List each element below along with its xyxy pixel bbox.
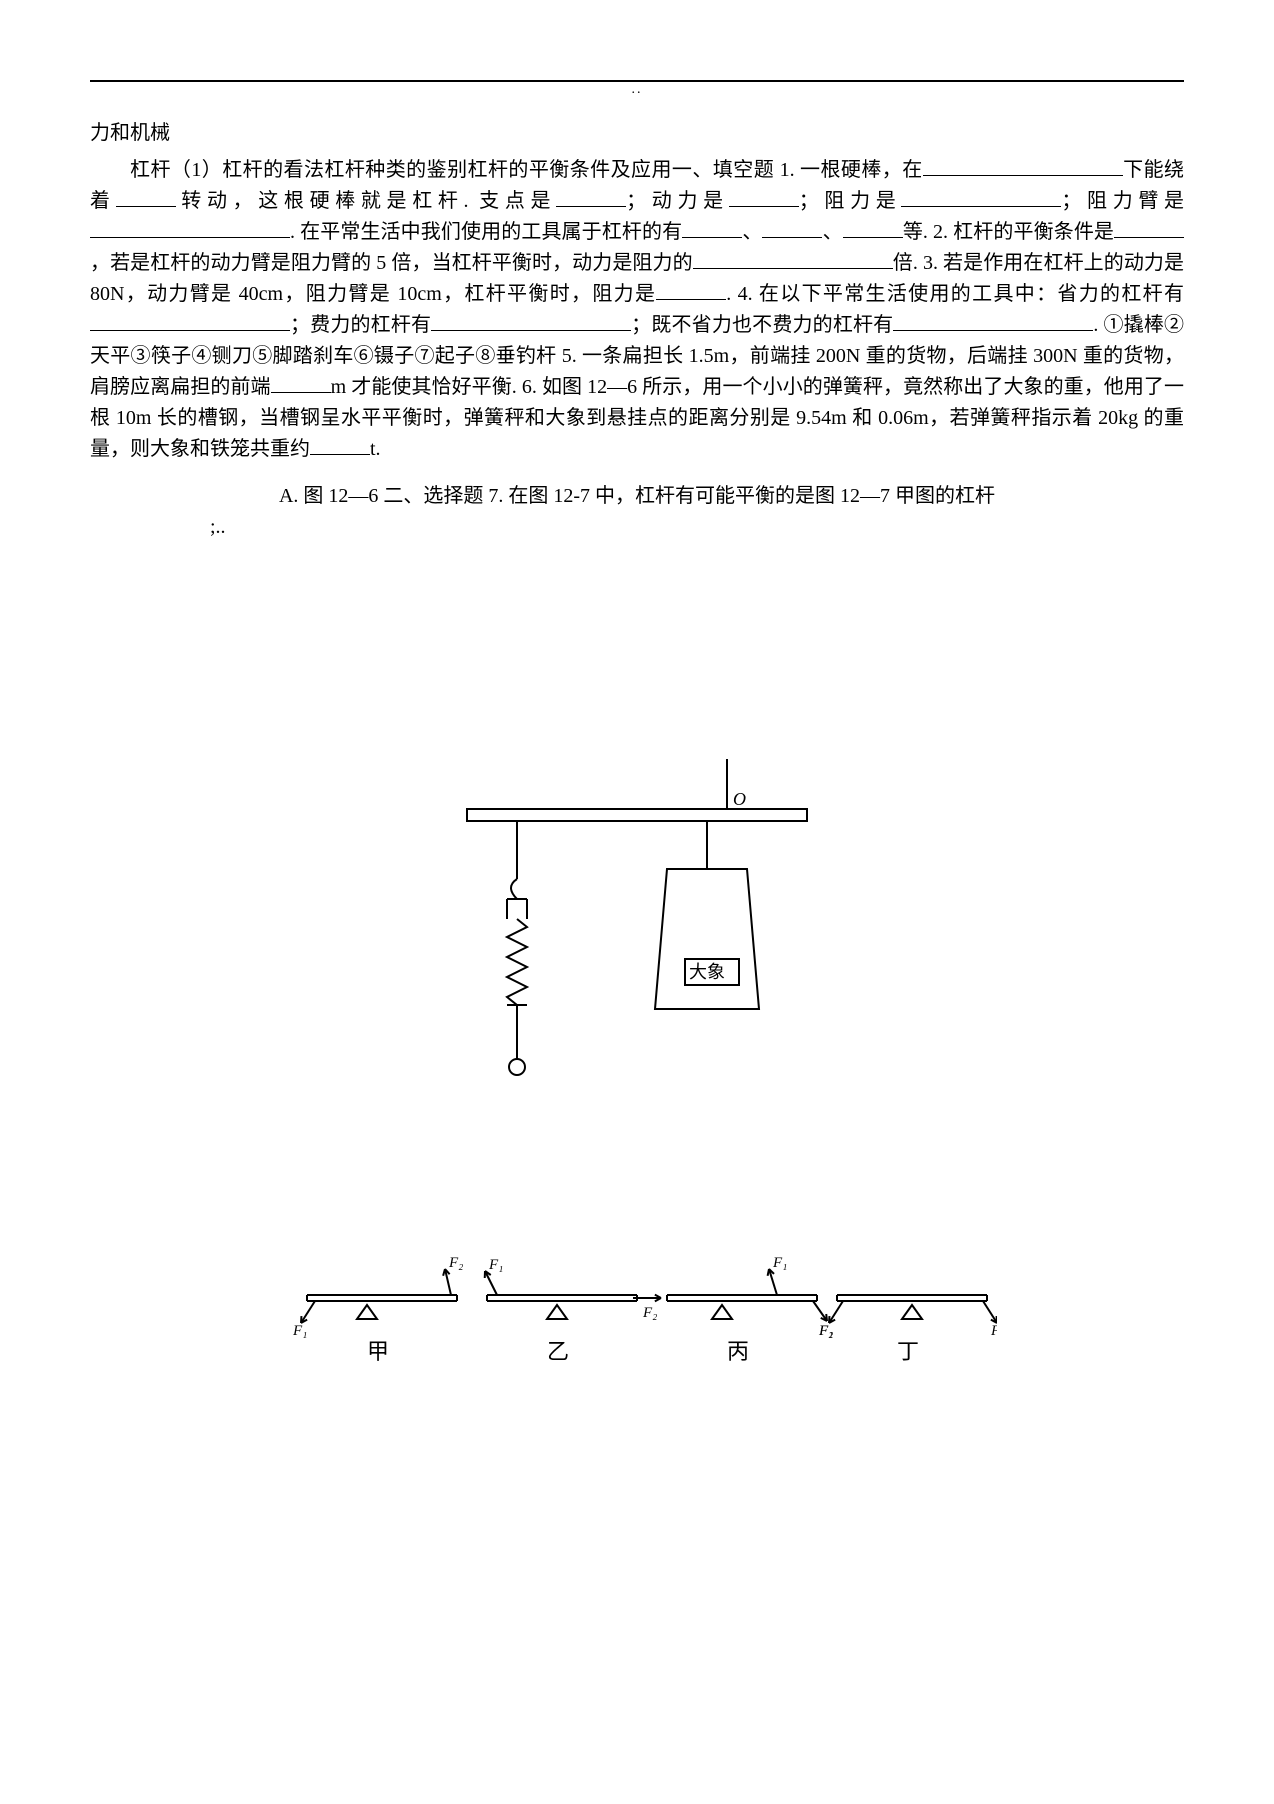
svg-text:丙: 丙 [727, 1339, 749, 1364]
option-text: 图 12—6 二、选择题 7. 在图 12-7 中，杠杆有可能平衡的是图 12—… [303, 485, 995, 507]
fill-blank [682, 217, 742, 238]
section-title: 力和机械 [90, 116, 1184, 145]
figure-12-7-svg: F₁F₂F₁F₂F₁F₂F₁F₂甲乙丙丁 [277, 1239, 997, 1379]
svg-text:丁: 丁 [897, 1339, 919, 1364]
fill-blank [310, 434, 370, 455]
svg-text:F₁: F₁ [772, 1255, 787, 1271]
figure-12-6: O 大象 [90, 759, 1184, 1119]
trailing-mark: ;.. [210, 516, 1184, 539]
svg-text:O: O [733, 789, 746, 809]
fill-blank [729, 186, 799, 207]
svg-text:F₂: F₂ [448, 1255, 463, 1271]
figure-12-7: F₁F₂F₁F₂F₁F₂F₁F₂甲乙丙丁 [90, 1239, 1184, 1384]
fill-blank [271, 372, 331, 393]
fill-blank [431, 310, 631, 331]
svg-text:F₁: F₁ [292, 1323, 307, 1339]
figure-12-6-svg: O 大象 [427, 759, 847, 1119]
svg-text:F₁: F₁ [818, 1323, 833, 1339]
header-rule [90, 80, 1184, 82]
fill-blank [923, 155, 1123, 176]
page: .. 力和机械 杠杆（1）杠杆的看法杠杆种类的鉴别杠杆的平衡条件及应用一、填空题… [0, 0, 1274, 1444]
fill-blank [693, 248, 893, 269]
fill-blank [762, 217, 822, 238]
fill-blank [656, 279, 726, 300]
fill-blank [901, 186, 1061, 207]
header-dots: .. [90, 82, 1184, 98]
fill-blank [843, 217, 903, 238]
svg-text:F₂: F₂ [642, 1305, 657, 1321]
fill-blank [90, 217, 290, 238]
svg-text:甲: 甲 [367, 1339, 389, 1364]
svg-text:大象: 大象 [689, 962, 725, 982]
fill-blank [116, 186, 176, 207]
option-line: A. 图 12—6 二、选择题 7. 在图 12-7 中，杠杆有可能平衡的是图 … [90, 479, 1184, 508]
fill-blank [90, 310, 290, 331]
fill-blank [893, 310, 1093, 331]
body-paragraph: 杠杆（1）杠杆的看法杠杆种类的鉴别杠杆的平衡条件及应用一、填空题 1. 一根硬棒… [90, 155, 1184, 465]
fill-blank [1114, 217, 1184, 238]
svg-text:乙: 乙 [547, 1339, 569, 1364]
svg-text:F₂: F₂ [990, 1323, 997, 1339]
option-label: A. [279, 485, 298, 507]
fill-blank [556, 186, 626, 207]
svg-text:F₁: F₁ [488, 1257, 503, 1273]
